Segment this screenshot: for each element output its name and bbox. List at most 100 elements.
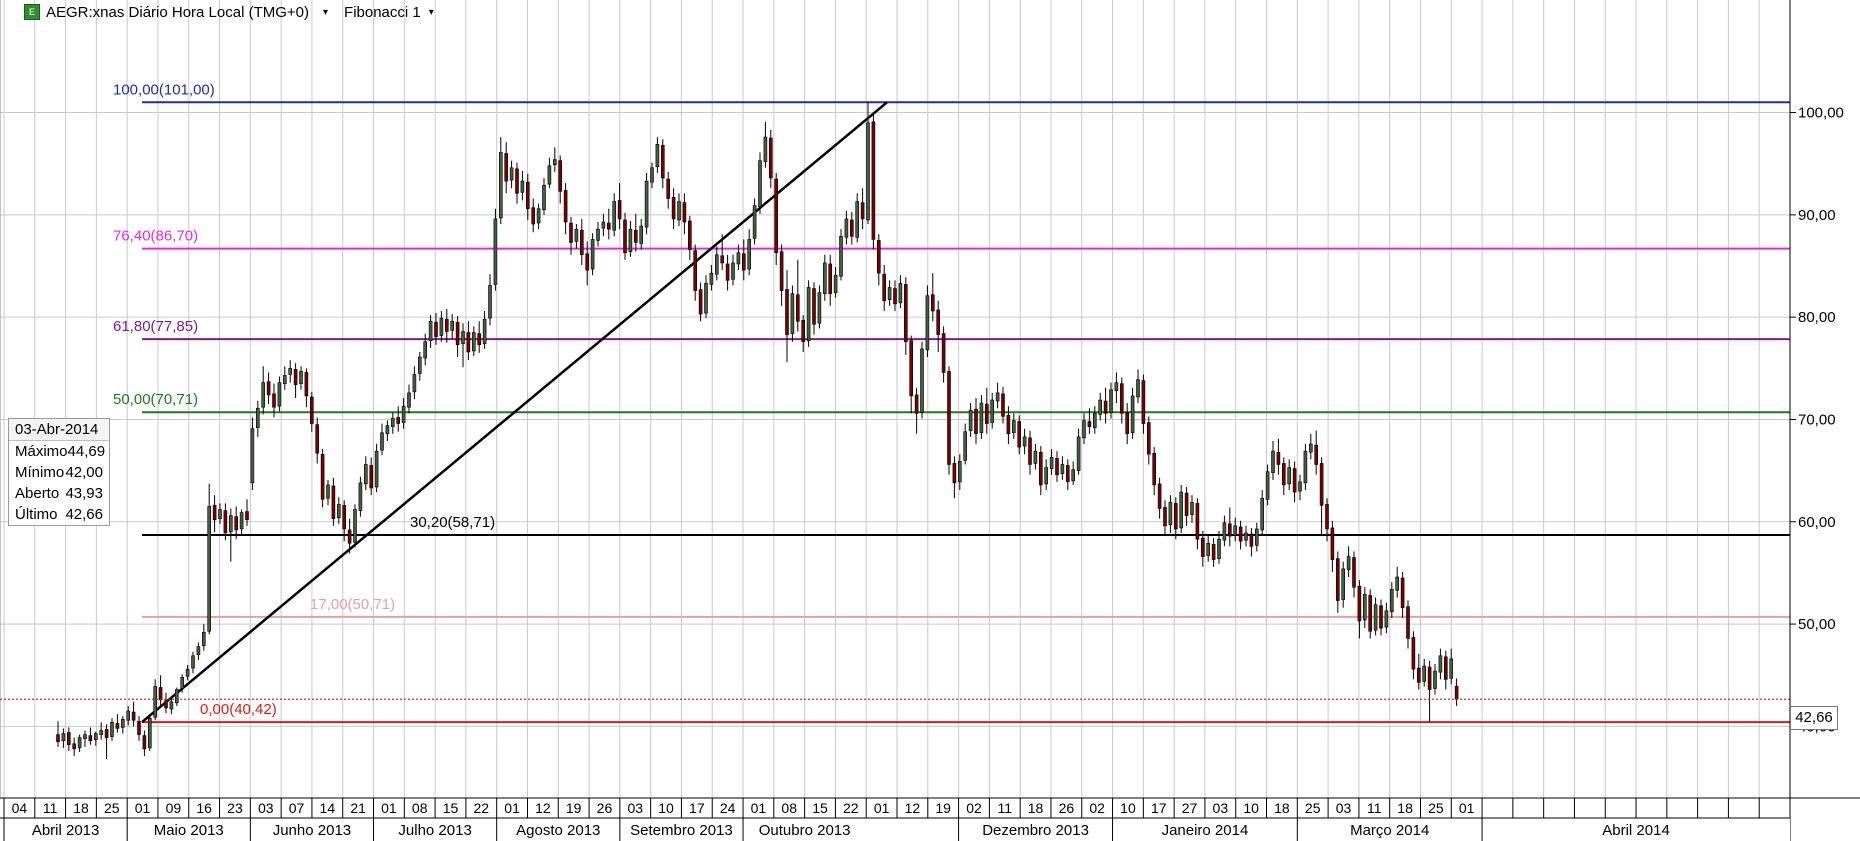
day-label: 03 [1336, 800, 1352, 816]
month-label: Março 2014 [1350, 822, 1429, 839]
candle-body [196, 646, 201, 656]
candle-body [812, 288, 816, 325]
time-axis[interactable]: 04 11 18 25 01 09 16 23 03 07 14 21 01 08 15 22 01 12 19 26… [0, 797, 1860, 841]
day-label: 02 [966, 800, 982, 816]
day-label: 11 [1367, 800, 1382, 816]
candle-body [223, 510, 228, 534]
day-label: 25 [104, 800, 120, 816]
candle-body [709, 272, 714, 285]
candle-body [1368, 595, 1372, 632]
candle-body [1147, 422, 1151, 455]
info-row-min: Mínimo 42,00 [9, 462, 109, 483]
candle-body [191, 655, 195, 669]
chevron-down-icon[interactable]: ▾ [428, 6, 434, 18]
day-label: 17 [689, 800, 705, 816]
candle-body [1206, 542, 1210, 556]
study-label[interactable]: Fibonacci 1 [344, 3, 421, 21]
candle-body [277, 382, 282, 407]
candle-body [1001, 393, 1005, 417]
candle-body [1044, 467, 1048, 485]
month-label: Setembro 2013 [630, 822, 733, 839]
candle-body [671, 197, 676, 220]
candle-body [1406, 606, 1410, 639]
day-label: 08 [781, 800, 797, 816]
candle-body [1395, 576, 1399, 591]
candle-body [747, 239, 752, 270]
candle-body [1238, 526, 1243, 542]
day-label: 10 [1243, 800, 1259, 816]
candle-body [126, 710, 130, 721]
info-row-max: Máximo 44,69 [9, 441, 109, 462]
day-label: 12 [905, 800, 921, 816]
price-tick-label: 50,00 [1798, 616, 1836, 633]
candle-body [1427, 666, 1432, 690]
candle-body [682, 202, 687, 223]
candle-body [488, 285, 492, 319]
candle-body [207, 506, 211, 632]
candle-body [660, 144, 665, 179]
candle-body [1319, 463, 1324, 506]
candle-body [590, 239, 595, 270]
candle-body [752, 205, 757, 239]
candle-body [390, 418, 395, 427]
candle-body [779, 251, 784, 291]
candle-body [202, 631, 206, 646]
symbol-title[interactable]: AEGR:xnas Diário Hora Local (TMG+0) [46, 3, 309, 21]
day-label: 08 [412, 800, 428, 816]
candle-body [115, 723, 120, 729]
candle-body [558, 160, 563, 192]
candle-body [175, 689, 179, 704]
candle-body [1184, 492, 1189, 516]
candle-body [185, 668, 190, 677]
grid-lines [0, 0, 1791, 841]
day-label: 16 [196, 800, 212, 816]
fibonacci-level-label: 76,40(86,70) [113, 228, 198, 245]
candle-body [628, 228, 633, 252]
candle-body [644, 180, 649, 228]
candle-body [633, 229, 638, 243]
candle-body [1379, 605, 1383, 629]
candle-body [531, 207, 536, 225]
candle-body [655, 143, 660, 168]
candle-body [763, 136, 768, 162]
candle-body [547, 165, 552, 185]
candle-body [1438, 655, 1443, 673]
candle-body [477, 333, 482, 346]
candle-body [887, 287, 892, 301]
instrument-logo-icon: E [24, 4, 40, 20]
candle-body [239, 512, 244, 530]
candle-body [261, 382, 266, 408]
fibonacci-level-label: 61,80(77,85) [113, 318, 198, 335]
candle-body [342, 505, 347, 530]
chevron-down-icon[interactable]: ▾ [323, 6, 329, 18]
day-label: 21 [350, 800, 366, 816]
candle-body [693, 250, 698, 291]
day-label: 22 [474, 800, 490, 816]
candle-body [1071, 469, 1075, 482]
fibonacci-levels[interactable]: 100,00(101,00) 76,40(86,70) 61,80(77,85) 50… [113, 81, 1790, 724]
candle-body [385, 425, 390, 435]
fibonacci-trend-line[interactable] [141, 101, 888, 724]
day-label: 12 [535, 800, 551, 816]
month-label: Abril 2013 [32, 822, 100, 839]
candle-body [1076, 436, 1081, 471]
candle-body [137, 720, 141, 735]
candle-body [1336, 558, 1340, 601]
candle-body [455, 321, 460, 346]
candle-body [974, 408, 978, 435]
candle-body [110, 721, 114, 737]
info-row-open: Aberto 43,93 [9, 483, 109, 504]
trend-line[interactable] [141, 101, 888, 724]
candle-body [1011, 420, 1016, 434]
fibonacci-level-label: 17,00(50,71) [310, 596, 395, 613]
candle-body [1174, 503, 1178, 530]
candle-body [979, 402, 984, 434]
candle-body [1217, 538, 1221, 559]
candle-body [358, 482, 363, 511]
month-label: Agosto 2013 [516, 822, 600, 839]
candle-body [736, 252, 741, 265]
candles [56, 102, 1459, 760]
